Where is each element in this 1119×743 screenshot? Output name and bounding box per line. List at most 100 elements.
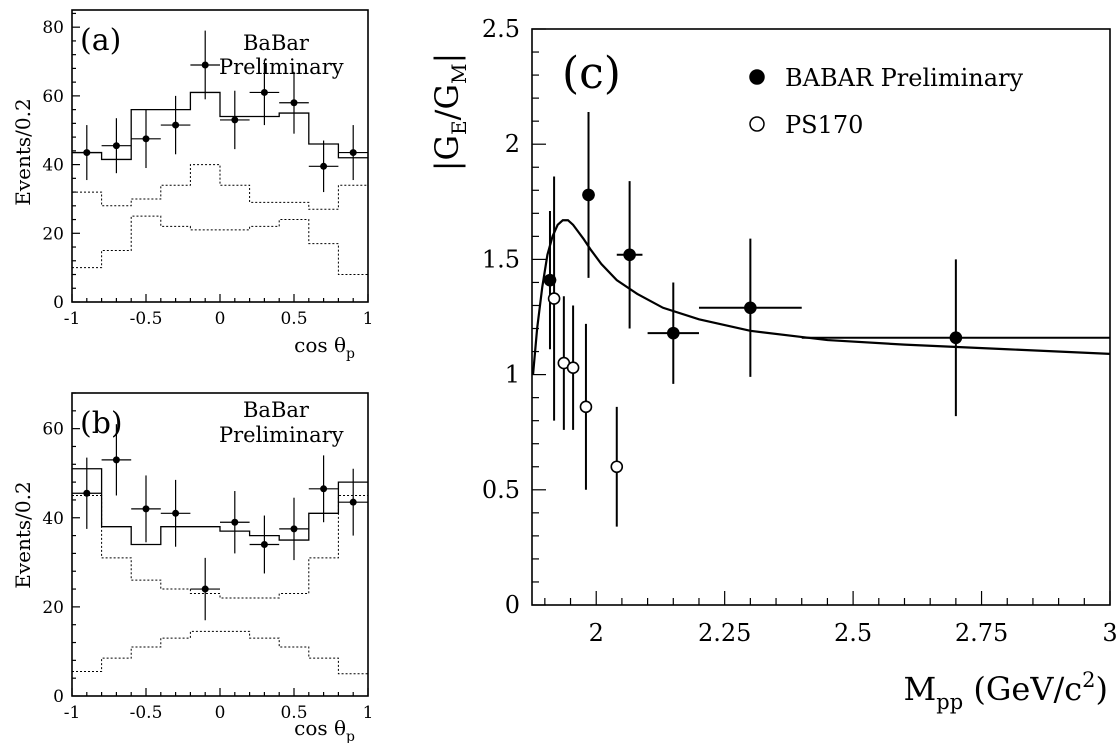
panel-a-point [231, 116, 238, 123]
panel-b-point [172, 510, 179, 517]
ps170-point [549, 293, 560, 304]
panel-b-annotation-line2: Preliminary [219, 423, 344, 447]
panel-a-xlabel: cos θp [294, 333, 355, 362]
ylabel-sub-m: M [447, 64, 471, 84]
panel-b-point [83, 490, 90, 497]
ps170-point [580, 401, 591, 412]
panel-a-ylabel: Events/0.2 [11, 98, 35, 205]
panel-a-xtick-label: 0.5 [280, 309, 307, 329]
panel-b-ytick-label: 60 [42, 420, 64, 440]
panel-b-point [143, 505, 150, 512]
panel-a-label: (a) [80, 23, 121, 58]
panel-a-annotation-line1: BaBar [243, 31, 310, 55]
babar-point [745, 302, 756, 313]
panel-b-ytick-label: 40 [42, 509, 64, 529]
panel-a-xtick-label: -0.5 [130, 309, 163, 329]
xlabel-sub-pp: pp [936, 690, 963, 714]
panel-a-point [172, 122, 179, 129]
panel-a-point [320, 163, 327, 170]
panel-b-xlabel-sub: p [346, 729, 355, 743]
panel-b-xtick-label: 0 [215, 703, 226, 723]
panel-c-ytick-label: 0 [505, 591, 520, 619]
panel-b-xtick-label: -0.5 [130, 703, 163, 723]
legend-label-ps170: PS170 [785, 111, 863, 139]
panel-a-point [261, 89, 268, 96]
panel-a-annotation-line2: Preliminary [219, 55, 344, 79]
xlabel-part1: M [904, 670, 937, 708]
panel-a-point [143, 135, 150, 142]
panel-a-xlabel-main: cos θ [294, 333, 346, 357]
panel-b-data-points [72, 424, 368, 620]
panel-b-xtick-label: -1 [64, 703, 81, 723]
panel-b-point [350, 499, 357, 506]
panel-a-ytick-label: 80 [42, 18, 64, 38]
xlabel-end: ) [1096, 670, 1108, 708]
panel-b-background-lower [72, 631, 368, 673]
panel-b-xlabel: cos θp [294, 716, 355, 743]
panel-b-point [261, 541, 268, 548]
panel-a-point [113, 142, 120, 149]
babar-point [668, 328, 679, 339]
panel-a-point [350, 149, 357, 156]
panel-b-point [231, 519, 238, 526]
panel-c-xtick-label: 3 [1102, 619, 1117, 647]
panel-c-xtick-label: 2 [589, 619, 604, 647]
panel-c-data-points [544, 112, 1110, 527]
panel-c: 2 2.25 2.5 2.75 3 0 0.5 1 1.5 2 2.5 (c) BABAR Prel… [428, 15, 1118, 714]
panel-b-ytick-label: 20 [42, 598, 64, 618]
panel-a-xtick-label: 1 [363, 309, 374, 329]
panel-b-ylabel: Events/0.2 [11, 481, 35, 588]
ps170-point [611, 461, 622, 472]
panel-c-ytick-label: 0.5 [482, 476, 520, 504]
panel-a-xtick-label: -1 [64, 309, 81, 329]
panel-c-fit-curve [533, 220, 1110, 374]
panel-c-xtick-label: 2.75 [955, 619, 1008, 647]
xlabel-unit: (GeV/c [963, 670, 1082, 708]
ylabel-part2: /G [428, 84, 466, 120]
panel-a-xlabel-sub: p [346, 346, 355, 362]
panel-a-xtick-label: 0 [215, 309, 226, 329]
panel-a-background-lower [72, 216, 368, 274]
panel-c-xlabel: Mpp (GeV/c2) [904, 668, 1108, 714]
babar-point [624, 249, 635, 260]
ps170-point [568, 362, 579, 373]
panel-c-ytick-label: 2.5 [482, 15, 520, 43]
legend-marker-babar [750, 70, 764, 84]
panel-c-fit [533, 220, 1110, 374]
legend-label-babar: BABAR Preliminary [785, 64, 1023, 92]
panel-a-ytick-label: 40 [42, 156, 64, 176]
panel-a-ytick-label: 20 [42, 224, 64, 244]
panel-b-point [291, 525, 298, 532]
panel-b-xlabel-main: cos θ [294, 716, 346, 740]
panel-b-xtick-label: 1 [363, 703, 374, 723]
panel-a-point [202, 61, 209, 68]
panel-a-point [83, 149, 90, 156]
xlabel-sup-2: 2 [1082, 668, 1095, 692]
panel-a-ytick-label: 0 [53, 293, 64, 313]
ylabel-sub-e: E [447, 120, 471, 135]
panel-b-point [113, 456, 120, 463]
panel-c-xtick-label: 2.5 [834, 619, 872, 647]
panel-c-ytick-label: 1 [505, 361, 520, 389]
legend-marker-ps170 [750, 117, 764, 131]
panel-b-point [320, 485, 327, 492]
panel-b-point [202, 586, 209, 593]
panel-a-ytick-label: 60 [42, 87, 64, 107]
panel-b-label: (b) [80, 406, 123, 441]
panel-c-xtick-label: 2.25 [698, 619, 751, 647]
panel-a: -1 -0.5 0 0.5 1 0 20 40 60 80 (a) BaBar Prelimina… [11, 10, 373, 362]
panel-a-point [291, 99, 298, 106]
panel-b-ytick-label: 0 [53, 687, 64, 707]
panel-c-ytick-label: 1.5 [482, 245, 520, 273]
panel-c-ylabel: |GE/GM| [428, 53, 471, 172]
panel-b: -1 -0.5 0 0.5 1 0 20 40 60 (b) BaBar Preliminary… [11, 393, 373, 743]
ylabel-part3: | [428, 53, 466, 64]
panel-c-legend: BABAR Preliminary PS170 [750, 64, 1023, 139]
babar-point [583, 189, 594, 200]
panel-c-label: (c) [562, 48, 621, 99]
ylabel-part1: |G [428, 135, 466, 171]
babar-point [950, 332, 961, 343]
panel-c-ytick-label: 2 [505, 130, 520, 158]
panel-c-tick-labels: 2 2.25 2.5 2.75 3 0 0.5 1 1.5 2 2.5 [482, 15, 1118, 647]
